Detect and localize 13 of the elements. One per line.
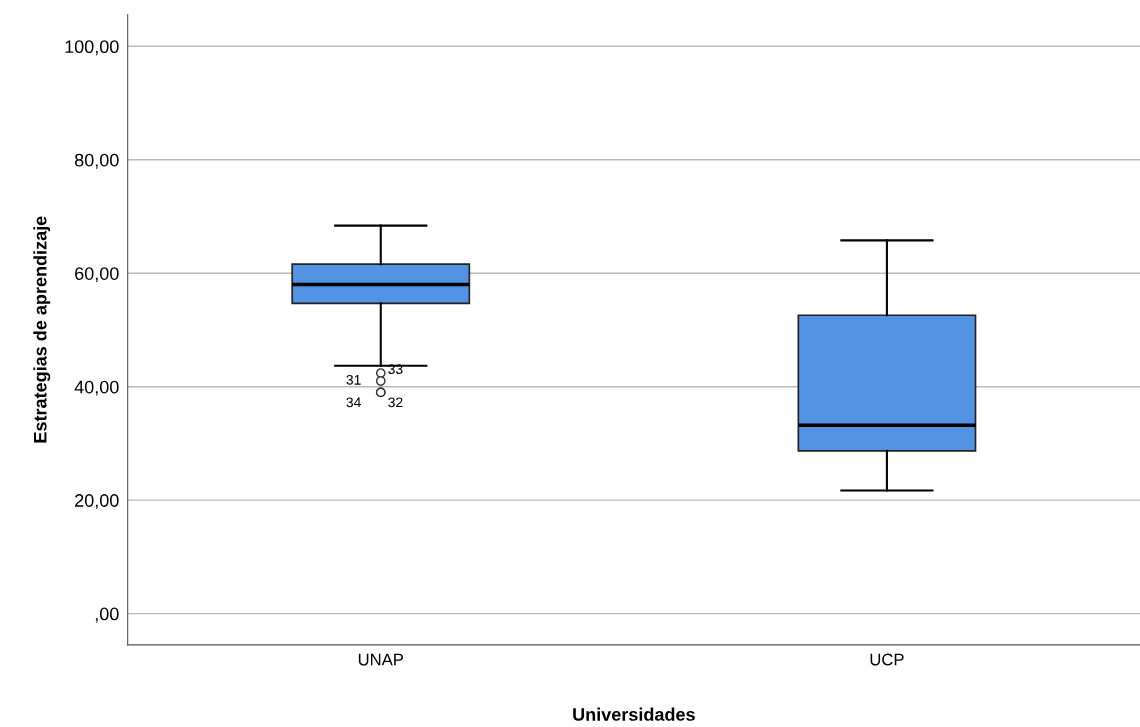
y-tick-label: 100,00: [65, 40, 119, 56]
y-tick-label: 60,00: [75, 267, 119, 283]
x-tick-label: UCP: [870, 653, 904, 666]
y-tick-label: 80,00: [74, 153, 119, 169]
x-tick-label: UNAP: [358, 653, 404, 666]
annotation: 34: [346, 397, 361, 408]
x-axis-title: Universidades: [573, 707, 695, 721]
annotation: 31: [346, 374, 361, 385]
y-tick-label: ,00: [95, 607, 119, 623]
y-axis-title: Estrategias de aprendizaje: [33, 216, 51, 443]
y-tick-label: 40,00: [74, 380, 119, 396]
y-tick-label: 20,00: [75, 494, 119, 510]
annotation: 32: [388, 397, 403, 408]
